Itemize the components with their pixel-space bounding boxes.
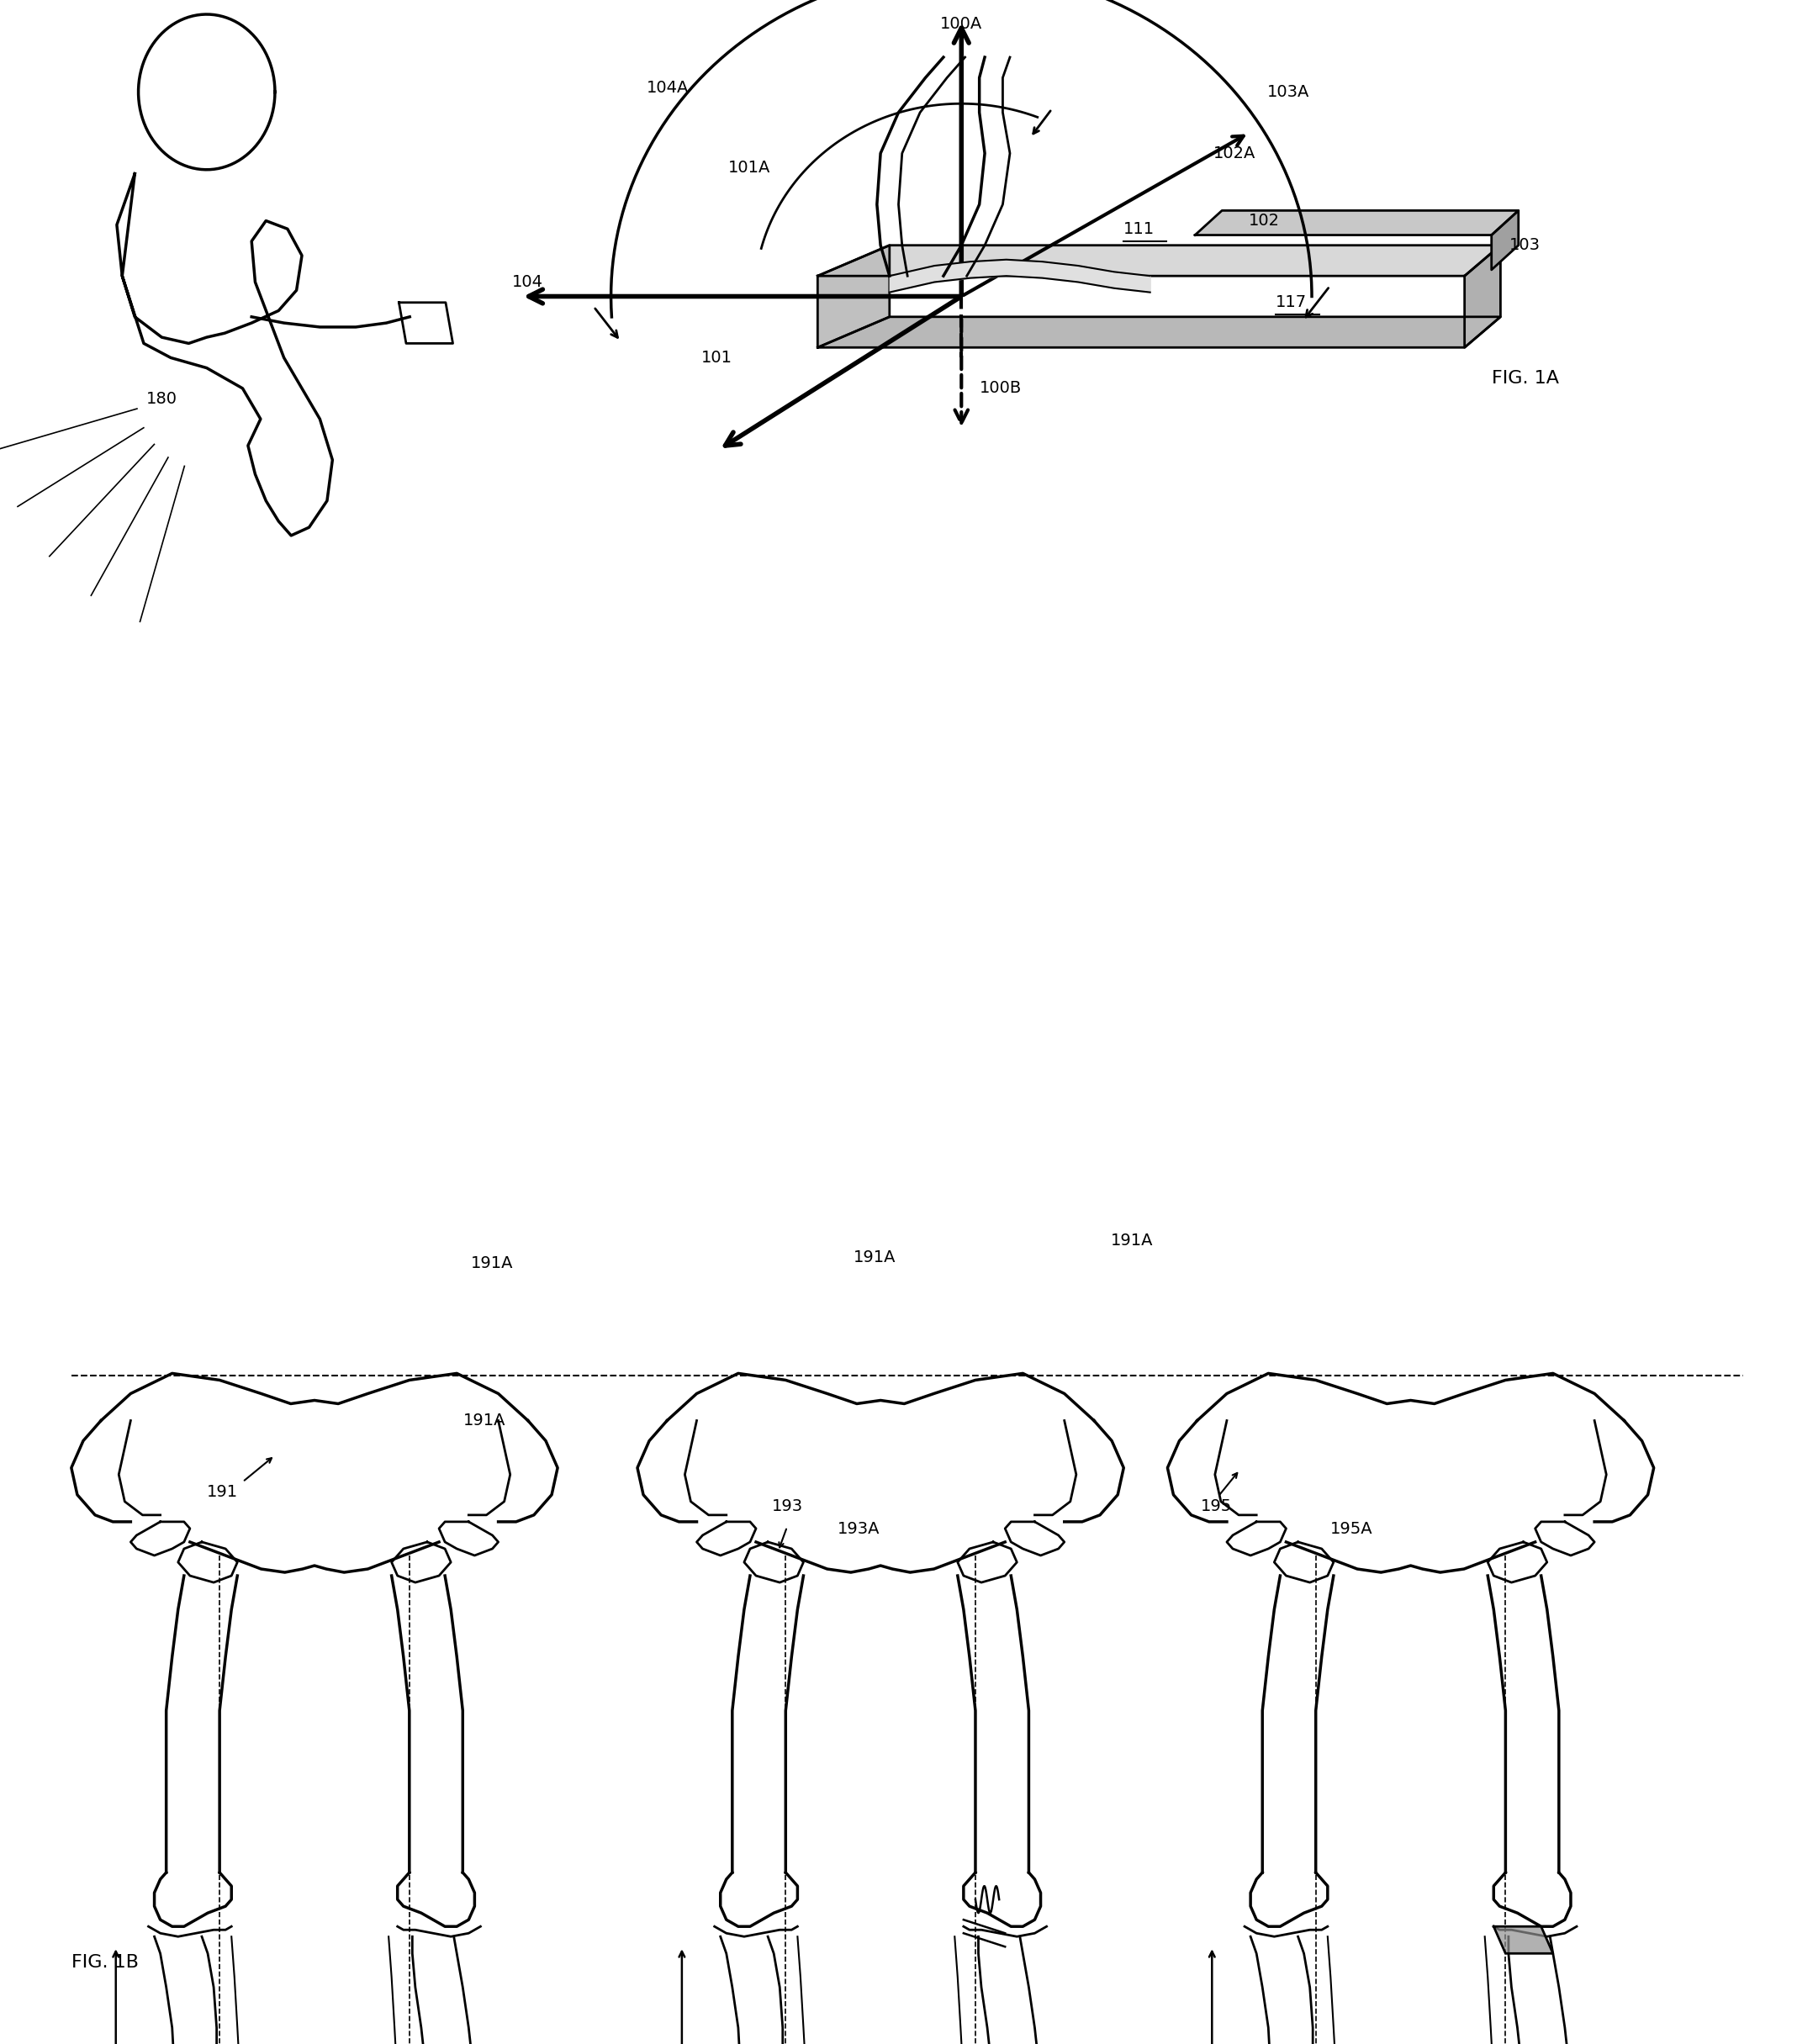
Text: 193: 193 (771, 1498, 803, 1515)
Text: 100A: 100A (940, 16, 983, 33)
Text: 191A: 191A (1111, 1233, 1154, 1249)
Text: 195A: 195A (1330, 1521, 1373, 1537)
Polygon shape (1465, 245, 1500, 347)
Text: 104: 104 (512, 274, 543, 290)
Polygon shape (818, 245, 890, 347)
Polygon shape (1492, 211, 1518, 270)
Text: 101A: 101A (728, 159, 771, 176)
Text: 191A: 191A (471, 1255, 514, 1271)
Text: 195: 195 (1200, 1498, 1231, 1515)
Text: 191: 191 (207, 1484, 237, 1500)
Text: 103A: 103A (1267, 84, 1310, 100)
Text: 111: 111 (1123, 221, 1154, 237)
Text: 102: 102 (1249, 213, 1279, 229)
Text: FIG. 1A: FIG. 1A (1492, 370, 1558, 386)
Text: FIG. 1B: FIG. 1B (72, 1954, 138, 1970)
Polygon shape (1493, 1925, 1553, 1954)
Text: 100B: 100B (979, 380, 1022, 397)
Polygon shape (1195, 211, 1518, 235)
Text: 104A: 104A (647, 80, 690, 96)
Text: 191A: 191A (464, 1412, 507, 1429)
Polygon shape (818, 245, 1500, 276)
Text: 180: 180 (146, 390, 178, 407)
Text: 193A: 193A (837, 1521, 881, 1537)
Text: 117: 117 (1276, 294, 1306, 311)
Text: 191A: 191A (854, 1249, 897, 1265)
Text: 102A: 102A (1213, 145, 1256, 161)
Text: 101: 101 (701, 350, 731, 366)
Text: 103: 103 (1509, 237, 1540, 253)
Polygon shape (818, 317, 1500, 347)
